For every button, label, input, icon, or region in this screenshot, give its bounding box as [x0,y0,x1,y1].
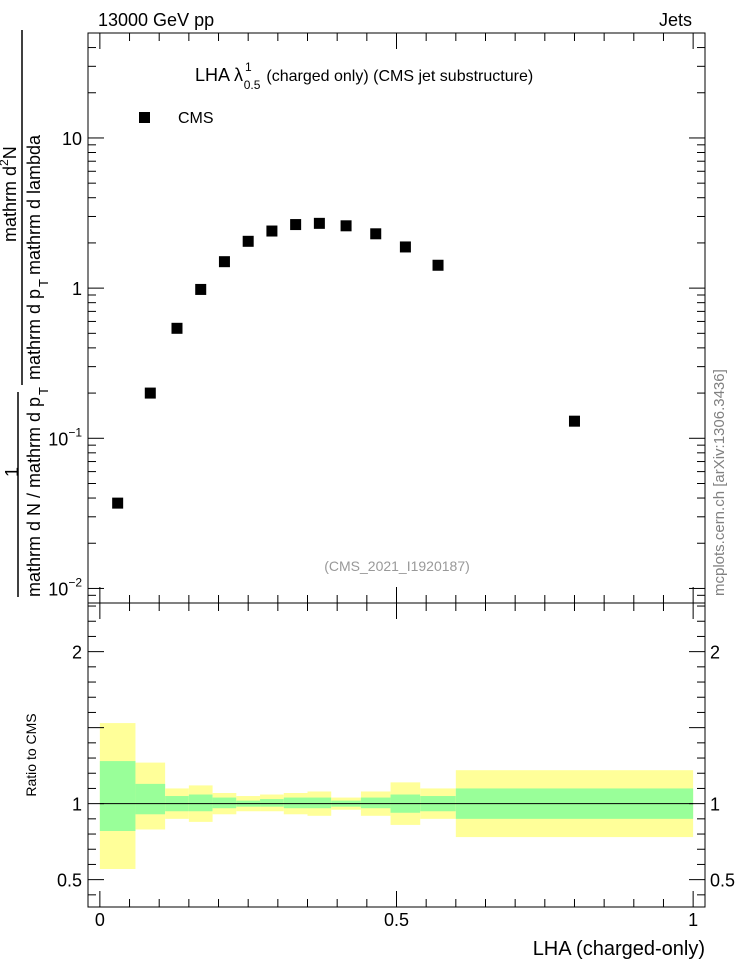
inner-band [283,797,308,809]
legend-label-cms: CMS [178,110,214,127]
data-point [399,241,411,253]
main-title-sub: 0.5 [244,78,261,92]
inner-band [360,797,391,809]
inner-band [260,799,284,807]
main-y-tick-label: 10−2 [48,575,82,599]
y-label-numerator-text: mathrm d [0,166,20,242]
y-label-denominator-text: mathrm d p [24,289,44,380]
y-label-prefactor-den-sub: T [36,387,51,395]
data-point [171,322,183,334]
y-label-numerator-sup: 2 [0,159,11,166]
ratio-axis-ticks [88,603,705,907]
y-label-numerator-rest: N [0,146,20,159]
main-y-axis-label: 1 mathrm d N / mathrm d p T mathrm d2N ma… [0,30,51,597]
analysis-watermark: (CMS_2021_I1920187) [324,558,470,574]
tick-mantissa: 10 [48,579,68,599]
x-tick-label: 0.5 [384,910,409,930]
energy-label: 13000 GeV pp [98,10,214,30]
cms-data-points [112,217,580,509]
x-tick-label: 1 [688,910,698,930]
y-label-prefactor-den: mathrm d N / mathrm d p T [24,387,51,597]
ratio-y-axis-label: Ratio to CMS [23,713,39,796]
side-label: mcplots.cern.ch [arXiv:1306.3436] [711,369,728,596]
main-title-sup: 1 [245,60,252,74]
ratio-y-tick-label-right: 1 [710,795,720,815]
data-point [112,497,124,509]
main-y-tick-label: 1 [72,279,82,299]
data-point [218,256,230,268]
x-axis-label: LHA (charged-only) [533,938,705,960]
main-title-text: LHA λ [195,65,243,85]
data-point [195,283,207,295]
ratio-x-tick-labels: 0 0.5 1 [95,910,698,930]
data-point [313,217,325,229]
data-point [242,235,254,247]
inner-band [307,797,332,809]
main-y-tick-label: 10 [62,129,82,149]
main-title: LHA λ 1 0.5 (charged only) (CMS jet substru… [195,60,533,92]
y-label-denominator-rest: mathrm d lambda [24,134,44,275]
y-label-numerator: mathrm d2N [0,146,20,242]
data-point [568,415,580,427]
process-label: Jets [659,10,692,30]
ratio-y-tick-label-left: 1 [72,795,82,815]
main-axis-ticks [88,32,705,604]
inner-band [99,761,136,831]
inner-band [135,783,166,815]
x-tick-label: 0 [95,910,105,930]
legend-marker-cms [139,112,150,123]
y-label-denominator: mathrm d p Tmathrm d lambda [24,134,51,380]
tick-exponent: −2 [68,575,82,589]
ratio-y-tick-label-right: 2 [710,643,720,663]
data-point [432,259,444,271]
ratio-y-tick-labels: 0.5 0.5 1 1 2 2 [57,643,735,891]
y-label-denominator-sub: T [36,279,51,287]
data-point [370,228,382,240]
main-title-suffix: (charged only) (CMS jet substructure) [266,68,533,85]
ratio-panel: 0.5 0.51 12 2 0 0.5 1 Ratio to CMS LHA (charg… [23,602,735,960]
ratio-uncertainty-bands [99,723,694,869]
ratio-y-tick-label-left: 2 [72,643,82,663]
y-label-prefactor-den-text: mathrm d N / mathrm d p [24,397,44,597]
data-point [144,387,156,399]
inner-band [188,794,213,812]
ratio-plot-frame [87,602,706,908]
main-y-tick-label: 10−1 [48,425,82,449]
inner-band [212,797,237,809]
data-point [290,219,302,231]
ratio-y-tick-label-left: 0.5 [57,871,82,891]
data-point [340,220,352,232]
ratio-y-tick-label-right: 0.5 [710,871,735,891]
tick-mantissa: 10 [48,429,68,449]
tick-exponent: −1 [68,425,82,439]
data-point [266,225,278,237]
y-label-prefactor-num: 1 [2,467,22,477]
